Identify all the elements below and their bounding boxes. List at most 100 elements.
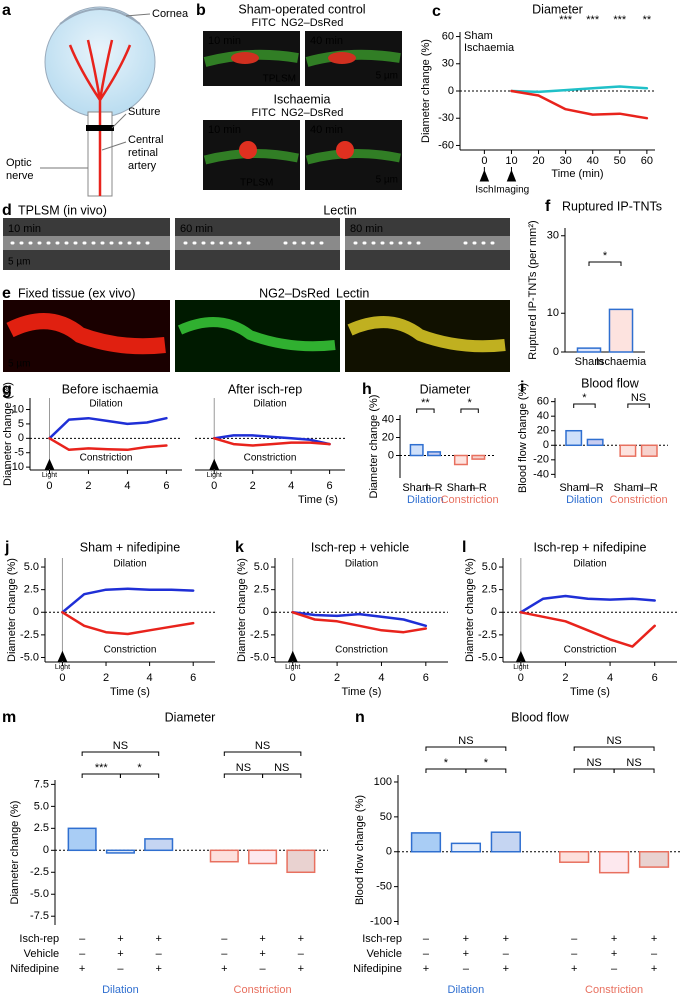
y-tick-label: -20 <box>533 454 549 466</box>
time-label: 40 min <box>310 124 343 136</box>
condition-sign: – <box>298 948 305 960</box>
y-axis-label: Diameter change (%) <box>9 801 21 905</box>
stain-label: NG2–DsRed <box>281 107 343 119</box>
x-tick-label: I–R <box>426 482 443 494</box>
y-tick-label: 0 <box>43 844 49 856</box>
pointer <box>125 13 151 17</box>
significance: * <box>137 762 142 774</box>
significance: * <box>582 392 587 404</box>
y-tick-label: -2.5 <box>478 629 497 641</box>
bracket <box>425 746 507 751</box>
x-tick-label: 2 <box>85 480 91 492</box>
condition-sign: – <box>221 948 228 960</box>
condition-sign: – <box>79 948 86 960</box>
y-tick-label: 50 <box>380 811 392 823</box>
merge <box>347 316 506 353</box>
x-axis-label: Time (s) <box>298 494 338 506</box>
y-tick-label: 10 <box>12 403 24 415</box>
chart-title: Ruptured IP-TNTs <box>562 199 662 213</box>
condition-sign: + <box>611 948 617 960</box>
panel-letter: k <box>235 539 244 556</box>
condition-sign: + <box>651 963 657 975</box>
y-tick-label: 0 <box>553 346 559 358</box>
x-tick-label: Sham <box>613 482 642 494</box>
series-line <box>510 85 649 94</box>
x-tick-label: 50 <box>614 155 626 167</box>
x-tick-label: I–R <box>587 482 604 494</box>
bracket <box>613 768 655 773</box>
y-axis-label: Diameter change (%) <box>368 395 380 499</box>
stain-label: FITC <box>252 17 276 29</box>
bracket <box>223 773 264 778</box>
bar <box>453 454 468 466</box>
x-tick-label: 6 <box>652 672 658 684</box>
diagram-label: Optic <box>6 157 32 169</box>
y-tick-label: -5.0 <box>30 888 49 900</box>
group-label: Constriction <box>585 984 643 995</box>
condition-label: Isch-rep <box>19 933 59 945</box>
bracket <box>81 773 121 778</box>
pericyte <box>336 141 354 159</box>
condition-sign: – <box>156 948 163 960</box>
chart-title: Isch-rep + nifedipine <box>534 540 647 554</box>
y-tick-label: 0 <box>33 606 39 618</box>
x-tick-label: 0 <box>518 672 524 684</box>
diagram-label: nerve <box>6 170 34 182</box>
x-tick-label: 4 <box>607 672 613 684</box>
x-tick-label: 0 <box>211 480 217 492</box>
diagram-label: Suture <box>128 106 160 118</box>
y-tick-label: -2.5 <box>250 629 269 641</box>
bar <box>598 850 630 874</box>
bracket <box>119 773 160 778</box>
artery <box>68 39 132 196</box>
bar <box>427 451 442 457</box>
y-axis-label: Diameter change (%) <box>464 558 476 662</box>
bar <box>105 849 135 854</box>
pericyte <box>6 313 166 355</box>
bar <box>608 308 634 353</box>
event-arrow <box>506 167 517 182</box>
series-label: Dilation <box>89 399 122 410</box>
series-label: Dilation <box>113 559 146 570</box>
condition-sign: + <box>463 948 469 960</box>
x-tick-label: 0 <box>481 155 487 167</box>
x-tick-label: 40 <box>587 155 599 167</box>
eye-diagram <box>40 6 156 197</box>
vessel <box>345 236 510 250</box>
bracket <box>573 403 596 408</box>
y-axis-label: Diameter change (%) <box>2 382 14 486</box>
x-tick-label: I–R <box>470 482 487 494</box>
x-tick-label: 10 <box>505 155 517 167</box>
condition-sign: + <box>463 933 469 945</box>
series-label: Constriction <box>80 453 133 464</box>
bar <box>638 850 670 868</box>
significance: ** <box>421 397 430 409</box>
method-label: TPLSM (in vivo) <box>18 203 107 217</box>
group-label: Constriction <box>234 984 292 995</box>
diagram-label: Cornea <box>152 8 189 20</box>
condition-sign: – <box>260 963 267 975</box>
bar <box>565 429 583 447</box>
x-axis-label: Time (s) <box>110 686 150 698</box>
significance: ** <box>643 14 652 26</box>
pericyte <box>231 52 259 64</box>
panel-letter: n <box>355 709 365 726</box>
group-label: Dilation <box>102 984 139 995</box>
condition-sign: – <box>463 963 470 975</box>
y-tick-label: 30 <box>547 230 559 242</box>
x-tick-label: 4 <box>147 672 153 684</box>
diagram-label: artery <box>128 160 157 172</box>
event-label: Light <box>207 472 222 479</box>
panel-letter: i <box>520 379 524 396</box>
event-label: Isch <box>475 185 493 196</box>
group-label: Constriction <box>441 494 499 506</box>
time-label: 80 min <box>350 223 383 235</box>
condition-sign: + <box>259 948 265 960</box>
panel-letter: e <box>2 285 11 302</box>
event-arrow <box>479 167 490 182</box>
condition-sign: + <box>259 933 265 945</box>
x-tick-label: 6 <box>190 672 196 684</box>
y-tick-label: 5.0 <box>254 561 269 573</box>
condition-sign: – <box>117 963 124 975</box>
condition-sign: + <box>503 963 509 975</box>
